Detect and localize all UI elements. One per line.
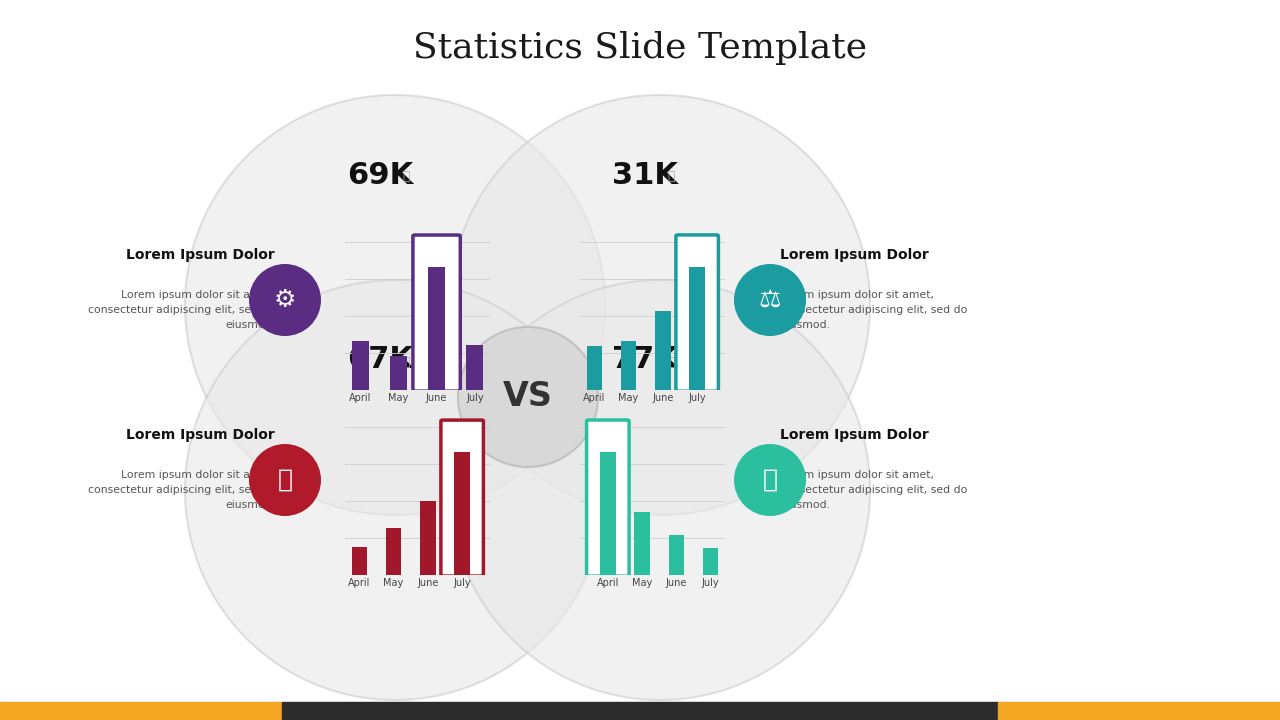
Bar [690, 267, 705, 390]
Bar [420, 500, 435, 575]
Text: ⓘ: ⓘ [402, 171, 410, 184]
Text: Lorem Ipsum Dolor: Lorem Ipsum Dolor [780, 428, 929, 442]
Ellipse shape [733, 264, 806, 336]
Bar [635, 513, 650, 575]
Text: Statistics Slide Template: Statistics Slide Template [413, 31, 867, 65]
Bar [454, 452, 470, 575]
Bar [621, 341, 636, 390]
Ellipse shape [451, 280, 870, 700]
Text: ⓘ: ⓘ [667, 171, 675, 184]
Bar [352, 341, 369, 390]
FancyBboxPatch shape [676, 235, 718, 391]
Text: 67K: 67K [347, 346, 413, 374]
Text: ⚙: ⚙ [274, 288, 296, 312]
Text: 📋: 📋 [763, 468, 777, 492]
Bar [998, 702, 1280, 720]
Ellipse shape [186, 280, 605, 700]
Ellipse shape [451, 95, 870, 515]
Text: Lorem Ipsum Dolor: Lorem Ipsum Dolor [127, 428, 275, 442]
Bar [390, 356, 407, 390]
Text: 📢: 📢 [278, 468, 293, 492]
Text: Lorem ipsum dolor sit amet,
consectetur adipiscing elit, sed do
eiusmod.: Lorem ipsum dolor sit amet, consectetur … [780, 290, 968, 330]
Text: 77K: 77K [612, 346, 678, 374]
Ellipse shape [458, 327, 598, 467]
Text: ⚖: ⚖ [759, 288, 781, 312]
Text: Lorem ipsum dolor sit amet,
consectetur adipiscing elit, sed do
eiusmod.: Lorem ipsum dolor sit amet, consectetur … [780, 470, 968, 510]
Bar [282, 702, 998, 720]
Bar [352, 547, 367, 575]
Ellipse shape [250, 264, 321, 336]
Bar [586, 346, 602, 390]
Bar [668, 535, 684, 575]
FancyBboxPatch shape [413, 235, 461, 391]
Text: 69K: 69K [347, 161, 413, 189]
Ellipse shape [250, 444, 321, 516]
Bar [0, 702, 282, 720]
Bar [466, 346, 484, 390]
Ellipse shape [186, 95, 605, 515]
FancyBboxPatch shape [440, 420, 484, 576]
Bar [600, 452, 616, 575]
Bar [703, 548, 718, 575]
Text: ⓘ: ⓘ [402, 356, 410, 369]
Text: Lorem Ipsum Dolor: Lorem Ipsum Dolor [127, 248, 275, 262]
Ellipse shape [733, 444, 806, 516]
Bar [428, 267, 445, 390]
Text: ⓘ: ⓘ [667, 356, 675, 369]
Text: Lorem Ipsum Dolor: Lorem Ipsum Dolor [780, 248, 929, 262]
Text: VS: VS [503, 380, 553, 413]
FancyBboxPatch shape [586, 420, 628, 576]
Text: Lorem ipsum dolor sit amet,
consectetur adipiscing elit, sed do
eiusmod.: Lorem ipsum dolor sit amet, consectetur … [87, 290, 275, 330]
Text: Lorem ipsum dolor sit amet,
consectetur adipiscing elit, sed do
eiusmod.: Lorem ipsum dolor sit amet, consectetur … [87, 470, 275, 510]
Bar [385, 528, 402, 575]
Text: 31K: 31K [612, 161, 678, 189]
Bar [655, 311, 671, 390]
